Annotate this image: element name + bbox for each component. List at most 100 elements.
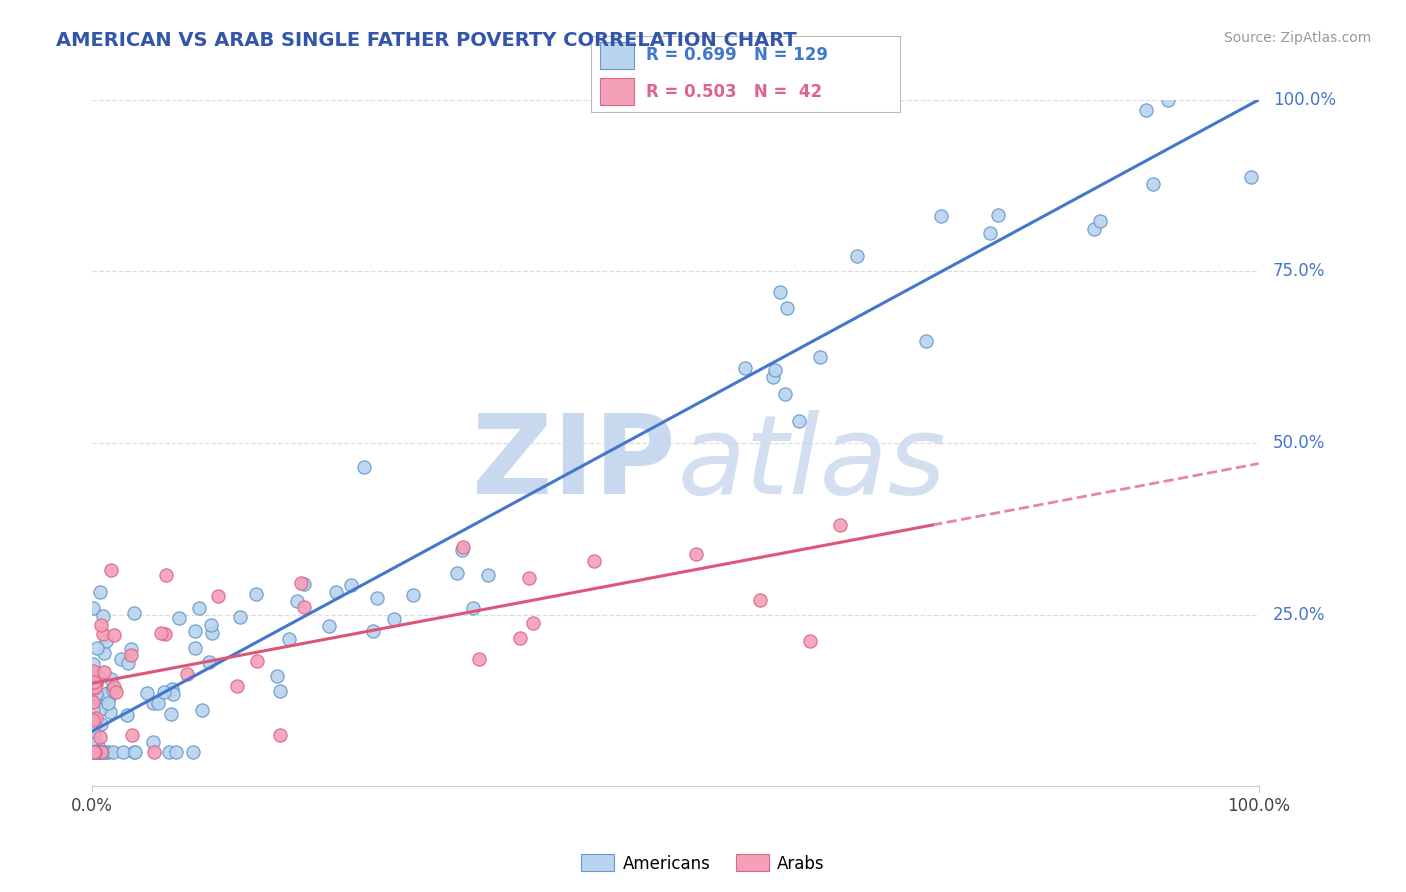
Point [162,681,184,696]
Point [149,626,172,640]
Point [463,601,485,615]
Point [142,696,165,710]
Point [87,745,110,759]
Point [83,745,105,759]
Point [517,571,540,585]
Point [93,646,115,660]
Point [353,459,375,474]
Point [87,669,110,683]
Point [153,685,176,699]
Point [987,208,1010,222]
Point [451,540,474,554]
Point [89,745,111,759]
Point [468,652,491,666]
Point [84,711,107,725]
Point [87,745,110,759]
Point [685,547,707,561]
Point [82,713,104,727]
Text: 100.0%: 100.0% [1272,91,1336,109]
Point [82,745,104,759]
Point [762,370,785,384]
Point [84,745,107,759]
Point [318,619,340,633]
Point [83,745,105,759]
Point [82,601,104,615]
Point [82,724,104,739]
Text: 75.0%: 75.0% [1272,262,1324,280]
Point [446,566,468,581]
FancyBboxPatch shape [600,42,634,69]
Point [82,745,104,759]
Point [83,715,105,730]
Point [188,600,211,615]
Point [90,745,112,759]
Point [111,745,134,759]
Point [184,624,207,638]
Point [157,745,180,759]
Point [226,679,249,693]
Point [749,593,772,607]
Point [86,673,108,687]
Text: ZIP: ZIP [472,410,675,517]
Point [121,728,143,742]
Point [103,680,125,694]
Point [122,607,145,621]
Point [86,745,108,759]
Point [86,685,108,699]
Point [82,731,104,746]
Point [89,730,111,744]
Point [361,624,384,638]
Point [82,745,104,759]
Point [294,600,316,615]
Point [84,745,107,759]
Point [1083,221,1105,235]
Point [82,657,104,671]
Point [229,610,252,624]
Point [184,641,207,656]
Point [136,686,159,700]
Point [86,744,108,758]
Point [101,745,124,759]
Point [100,563,122,577]
Point [269,728,291,742]
Point [477,568,499,582]
Point [82,702,104,716]
Point [269,683,291,698]
Text: 50.0%: 50.0% [1272,434,1324,452]
Point [98,690,121,705]
Point [86,740,108,755]
Point [110,652,132,666]
Point [103,683,125,698]
Text: 25.0%: 25.0% [1272,606,1326,624]
Point [84,687,107,701]
Point [96,634,118,648]
Point [97,745,120,759]
Point [84,723,107,738]
Point [1157,93,1180,107]
Text: Source: ZipAtlas.com: Source: ZipAtlas.com [1223,31,1371,45]
Point [124,745,146,759]
Point [165,745,187,759]
Point [84,680,107,694]
Point [83,745,105,759]
Point [207,589,229,603]
Point [845,249,868,263]
Point [929,209,952,223]
Point [82,666,104,681]
Point [82,719,104,733]
Point [828,517,851,532]
Point [734,361,756,376]
Point [1135,103,1157,118]
Point [83,697,105,711]
Point [915,334,938,348]
Legend: Americans, Arabs: Americans, Arabs [575,847,831,880]
Point [82,675,104,690]
Point [82,745,104,759]
Point [97,696,120,710]
Point [266,669,288,683]
Point [167,611,190,625]
Point [89,745,111,759]
Point [82,745,104,759]
Point [83,681,105,696]
Point [382,612,405,626]
